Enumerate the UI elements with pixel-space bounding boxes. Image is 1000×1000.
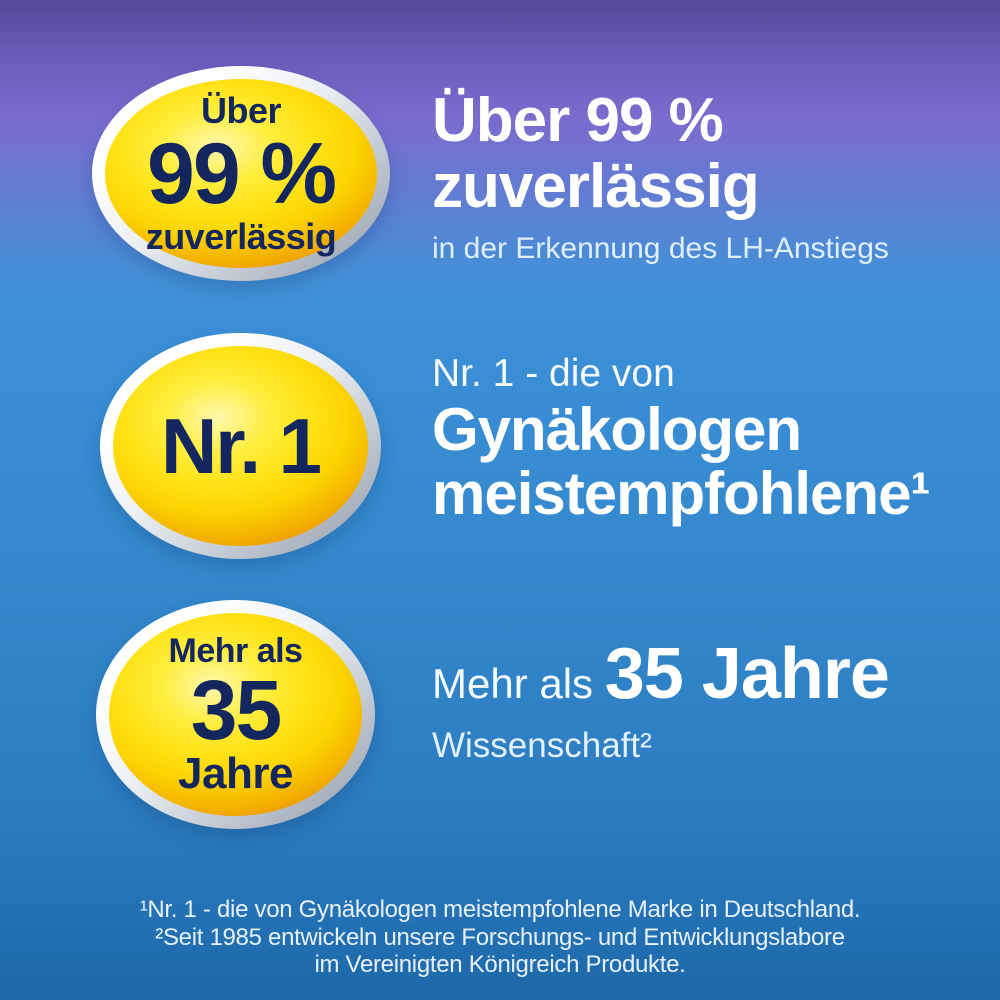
footnotes: ¹Nr. 1 - die von Gynäkologen meistempfoh… bbox=[0, 896, 1000, 979]
badge-nr1-value: Nr. 1 bbox=[160, 402, 322, 490]
claim-gynecologists-intro: Nr. 1 - die von bbox=[432, 352, 675, 395]
badge-35-value: 35 bbox=[190, 662, 282, 757]
claim-science-intro: Mehr als bbox=[432, 660, 605, 707]
claim-gynecologists: Nr. 1 - die von Gynäkologen meistempfohl… bbox=[432, 350, 930, 527]
footnote-line-1: ¹Nr. 1 - die von Gynäkologen meistempfoh… bbox=[139, 896, 861, 923]
claim-reliability: Über 99 % zuverlässig in der Erkennung d… bbox=[432, 88, 889, 266]
claim-gynecologists-heading-line1: Gynäkologen bbox=[432, 396, 802, 463]
claim-reliability-heading-line1: Über 99 % bbox=[432, 86, 724, 155]
claim-reliability-subtext: in der Erkennung des LH-Anstiegs bbox=[432, 232, 889, 265]
badge-99-percent: Über 99 % zuverlässig bbox=[92, 66, 390, 281]
claim-science-subtext: Wissenschaft² bbox=[432, 726, 652, 765]
claim-gynecologists-heading-line2: meistempfohlene¹ bbox=[432, 460, 930, 527]
badge-nr1: Nr. 1 bbox=[100, 333, 381, 559]
badge-99-bottom-label: zuverlässig bbox=[145, 215, 337, 257]
badge-99-percent-face: Über 99 % zuverlässig bbox=[105, 79, 377, 268]
badge-99-top-label: Über bbox=[200, 89, 282, 131]
claim-science-line: Mehr als 35 Jahre bbox=[432, 634, 890, 722]
claim-reliability-heading-line2: zuverlässig bbox=[432, 152, 760, 221]
badge-35-years-face: Mehr als 35 Jahre bbox=[109, 613, 362, 816]
badge-99-value: 99 % bbox=[146, 125, 337, 222]
badge-35-years: Mehr als 35 Jahre bbox=[96, 600, 375, 829]
badge-35-top-label: Mehr als bbox=[168, 631, 303, 670]
claim-science-highlight: 35 Jahre bbox=[604, 634, 890, 714]
footnote-line-3: im Vereinigten Königreich Produkte. bbox=[314, 951, 686, 978]
badge-35-bottom-label: Jahre bbox=[178, 748, 293, 798]
claim-science-years: Mehr als 35 Jahre Wissenschaft² bbox=[432, 634, 890, 766]
footnote-line-2: ²Seit 1985 entwickeln unsere Forschungs-… bbox=[155, 923, 845, 951]
badge-nr1-face: Nr. 1 bbox=[113, 346, 368, 546]
